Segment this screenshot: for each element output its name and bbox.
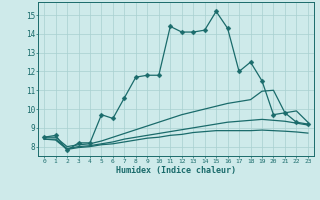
X-axis label: Humidex (Indice chaleur): Humidex (Indice chaleur)	[116, 166, 236, 175]
